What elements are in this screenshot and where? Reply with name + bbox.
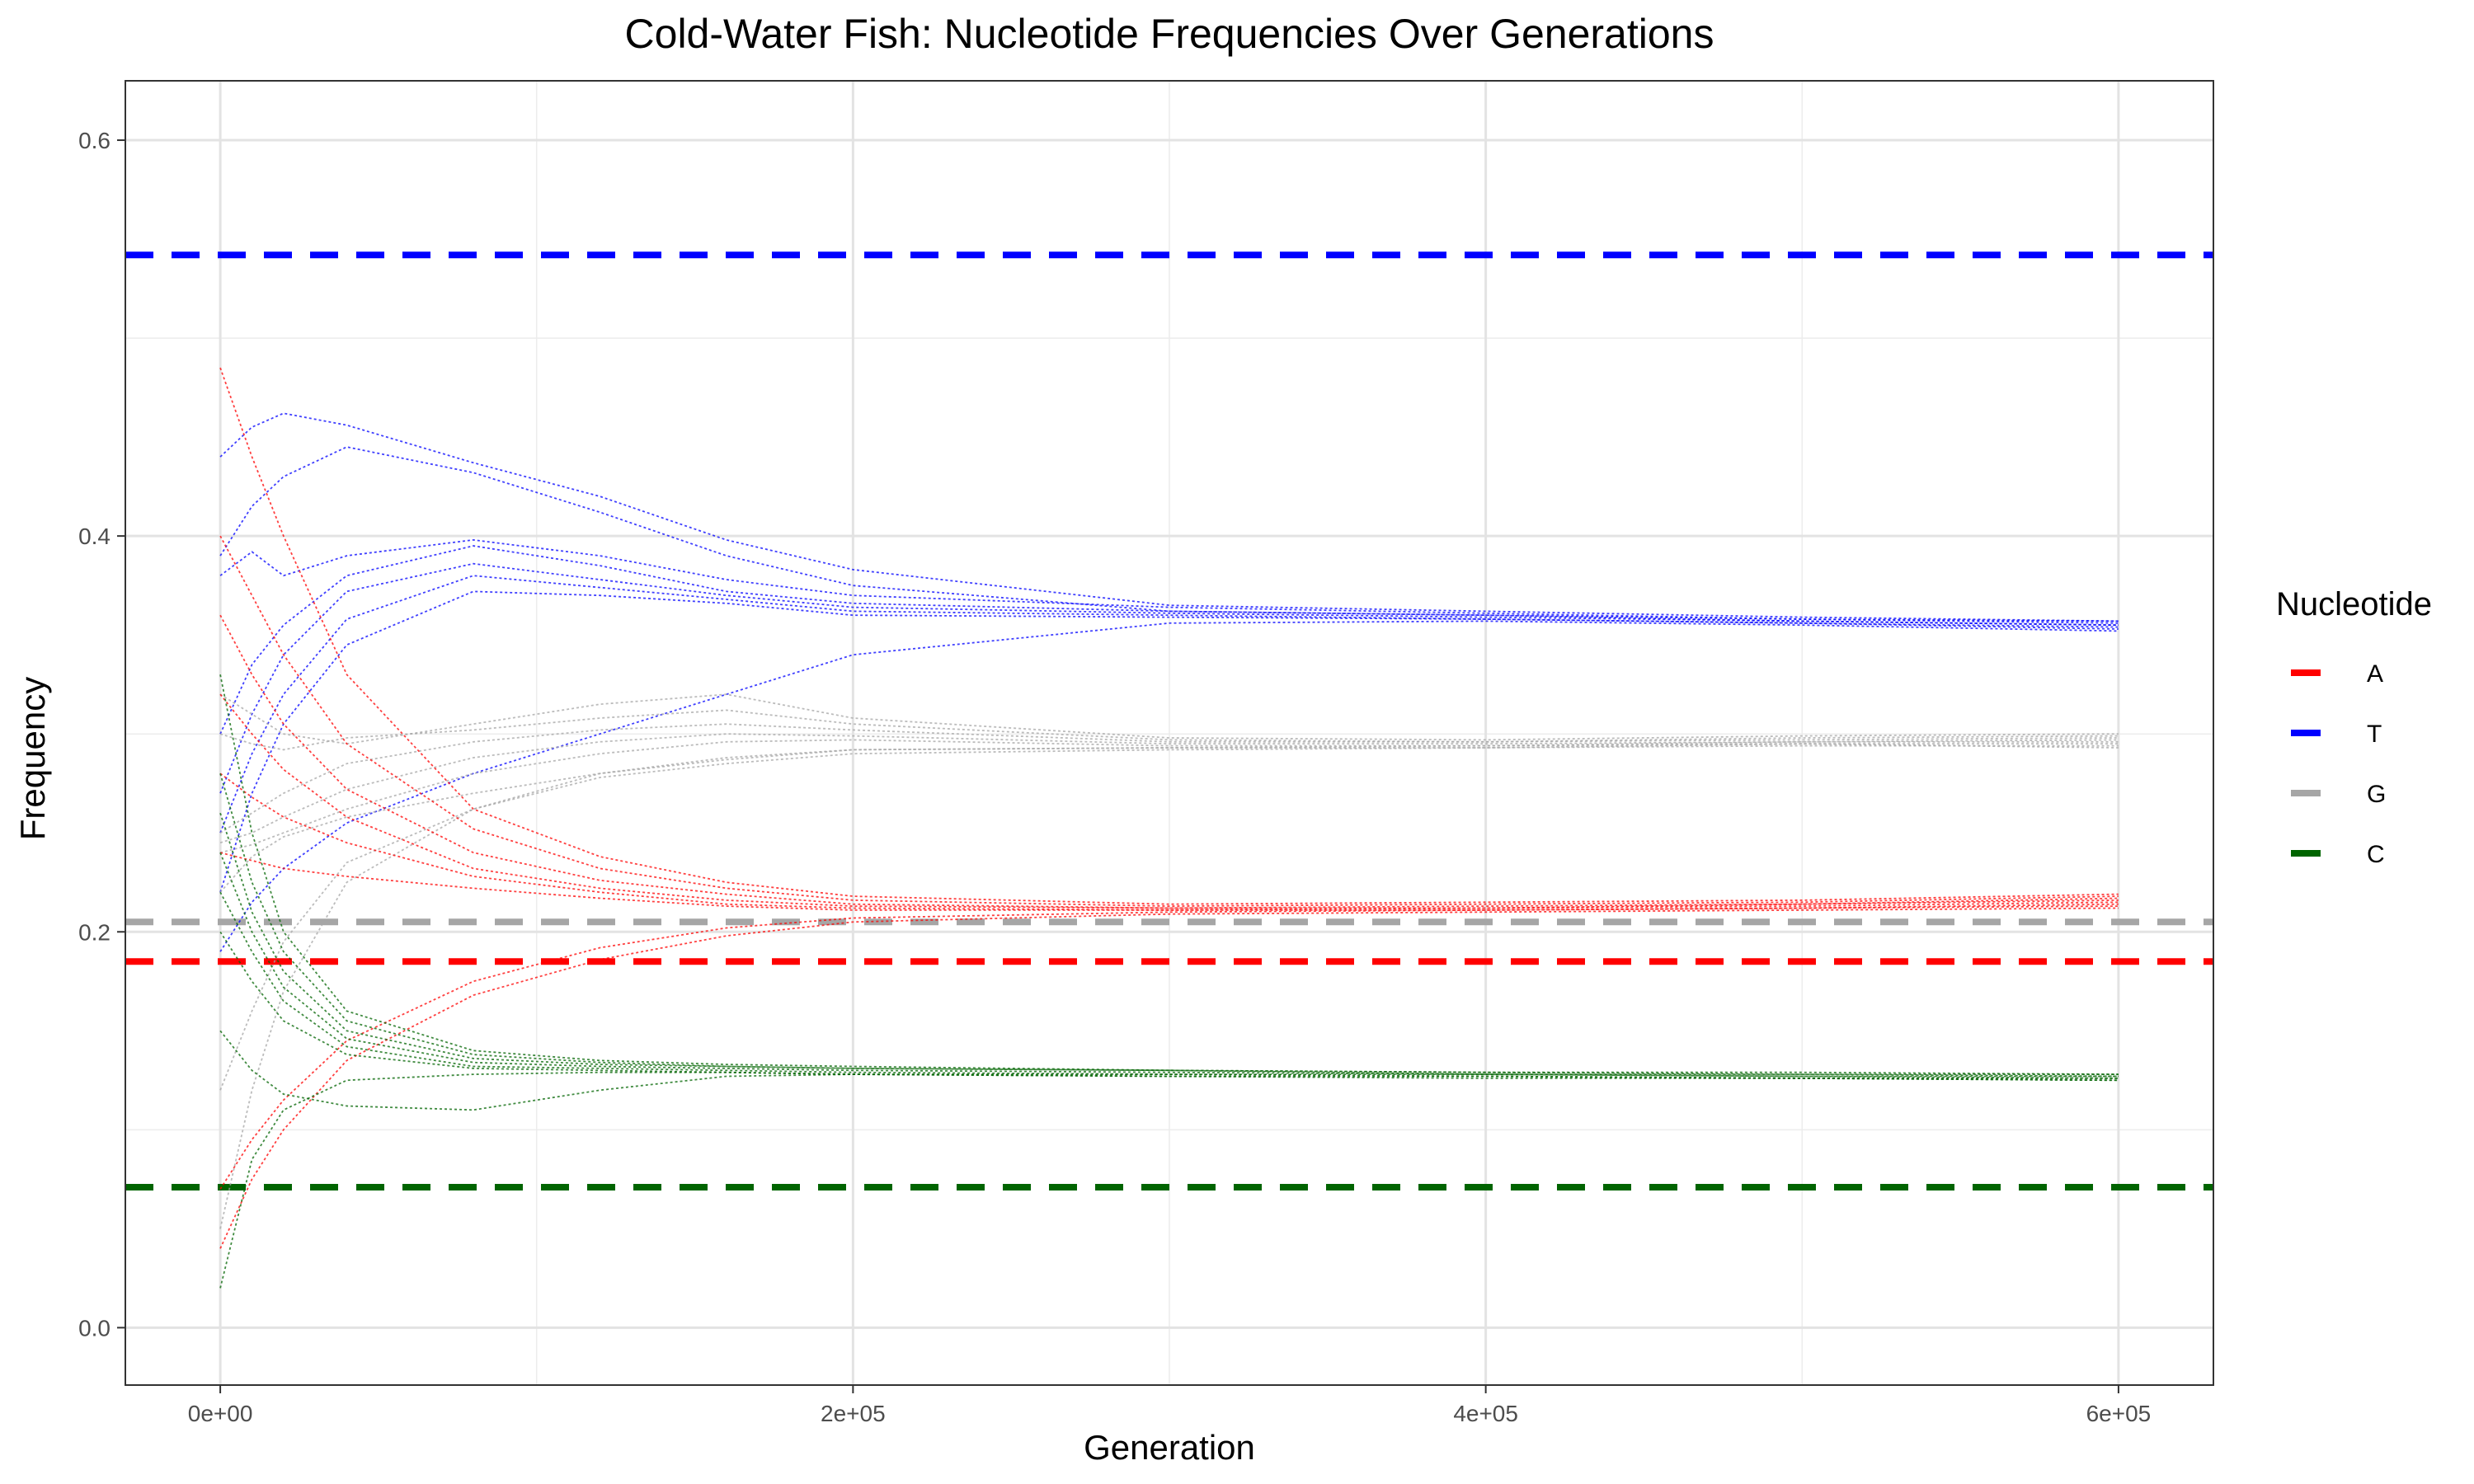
legend-label-G: G bbox=[2367, 781, 2386, 808]
series-line-C-26 bbox=[219, 773, 2119, 1075]
series-lines bbox=[219, 367, 2119, 1289]
x-tick-label: 2e+05 bbox=[821, 1401, 886, 1426]
y-tick-label: 0.2 bbox=[78, 919, 111, 945]
reference-lines bbox=[125, 251, 2213, 1190]
series-line-G-16 bbox=[219, 743, 2119, 1229]
series-line-A-21 bbox=[219, 773, 2119, 911]
legend-entry-A: A bbox=[2291, 660, 2383, 688]
series-line-G-9 bbox=[219, 693, 2119, 745]
y-tick-label: 0.0 bbox=[78, 1315, 111, 1341]
series-line-A-24 bbox=[219, 907, 2119, 1249]
legend-label-A: A bbox=[2367, 660, 2383, 688]
legend-entry-C: C bbox=[2291, 841, 2385, 868]
y-axis-title: Frequency bbox=[13, 677, 52, 840]
y-tick-label: 0.4 bbox=[78, 524, 111, 549]
series-line-C-30 bbox=[219, 931, 2119, 1079]
series-line-T-1 bbox=[219, 412, 2119, 622]
y-tick-label: 0.6 bbox=[78, 128, 111, 153]
x-tick-label: 0e+00 bbox=[188, 1401, 253, 1426]
x-axis-title: Generation bbox=[1084, 1428, 1255, 1467]
series-line-C-27 bbox=[219, 812, 2119, 1078]
series-line-T-7 bbox=[219, 590, 2119, 893]
series-line-T-2 bbox=[219, 446, 2119, 627]
legend-title: Nucleotide bbox=[2276, 586, 2432, 622]
x-tick-label: 4e+05 bbox=[1453, 1401, 1518, 1426]
legend-label-C: C bbox=[2367, 841, 2385, 868]
legend: Nucleotide A T G C bbox=[2276, 586, 2432, 868]
series-line-A-23 bbox=[219, 905, 2119, 1190]
series-line-A-18 bbox=[219, 535, 2119, 908]
panel-border bbox=[125, 80, 2214, 1386]
series-line-A-17 bbox=[219, 367, 2119, 905]
legend-label-T: T bbox=[2367, 721, 2382, 748]
legend-entries: A T G C bbox=[2291, 660, 2386, 868]
legend-entry-T: T bbox=[2291, 721, 2382, 748]
grid bbox=[125, 81, 2213, 1385]
series-line-T-4 bbox=[219, 545, 2119, 735]
series-line-A-19 bbox=[219, 614, 2119, 909]
legend-entry-G: G bbox=[2291, 781, 2386, 808]
series-line-G-15 bbox=[219, 744, 2119, 1091]
x-tick-label: 6e+05 bbox=[2086, 1401, 2152, 1426]
chart-title: Cold-Water Fish: Nucleotide Frequencies … bbox=[625, 11, 1714, 57]
series-line-C-28 bbox=[219, 852, 2119, 1078]
series-line-T-3 bbox=[219, 538, 2119, 624]
axis-ticks: 0.0 0.2 0.4 0.6 0e+00 2e+05 4e+05 6e+05 bbox=[78, 128, 2151, 1426]
series-line-C-29 bbox=[219, 891, 2119, 1079]
series-line-G-10 bbox=[219, 709, 2119, 751]
